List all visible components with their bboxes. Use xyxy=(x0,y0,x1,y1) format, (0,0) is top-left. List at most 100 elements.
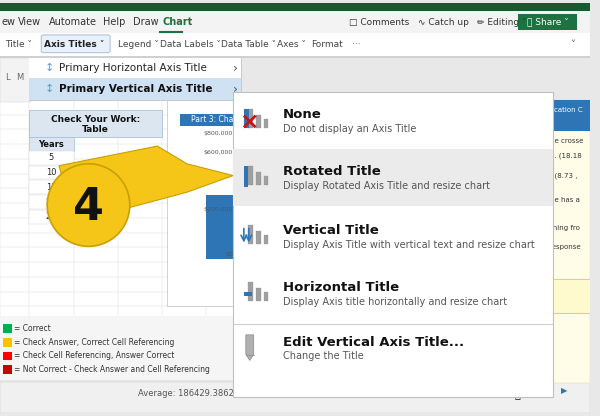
Text: ∿ Catch up: ∿ Catch up xyxy=(418,17,469,27)
Text: Data Table ˅: Data Table ˅ xyxy=(221,40,277,49)
Bar xyxy=(248,225,253,244)
Bar xyxy=(263,235,268,244)
Bar xyxy=(29,78,241,100)
Text: 4: 4 xyxy=(73,186,104,228)
FancyBboxPatch shape xyxy=(41,35,110,53)
Text: Part 3: Cha: Part 3: Cha xyxy=(191,115,233,124)
Text: ↕: ↕ xyxy=(44,84,53,94)
Text: response: response xyxy=(550,244,581,250)
Bar xyxy=(29,151,74,165)
Text: 25: 25 xyxy=(46,212,56,221)
Text: $0.00: $0.00 xyxy=(225,252,243,257)
Text: M: M xyxy=(16,73,23,82)
Text: 0: 0 xyxy=(241,260,245,265)
Text: Primary Vertical Axis Title: Primary Vertical Axis Title xyxy=(59,84,212,94)
Bar xyxy=(244,292,252,295)
Circle shape xyxy=(47,164,130,246)
Text: 10: 10 xyxy=(46,168,56,177)
Text: 75%: 75% xyxy=(482,389,500,399)
Text: 20: 20 xyxy=(46,198,56,207)
Text: Chart: Chart xyxy=(162,17,193,27)
Text: None: None xyxy=(283,108,322,121)
Text: Edit Vertical Axis Title...: Edit Vertical Axis Title... xyxy=(283,336,464,349)
Text: $600,000.00: $600,000.00 xyxy=(204,151,243,156)
Text: Horizontal Title: Horizontal Title xyxy=(283,281,400,294)
Bar xyxy=(548,100,590,383)
Bar xyxy=(180,114,246,126)
Text: 📍: 📍 xyxy=(514,389,520,399)
Bar xyxy=(0,100,241,375)
Text: = Check Cell Referencing, Answer Correct: = Check Cell Referencing, Answer Correct xyxy=(14,352,174,361)
Text: = Correct: = Correct xyxy=(14,324,50,333)
Text: 15: 15 xyxy=(46,183,56,192)
Bar xyxy=(0,57,31,102)
Text: = Check Answer, Correct Cell Referencing: = Check Answer, Correct Cell Referencing xyxy=(14,338,174,347)
Text: lication C: lication C xyxy=(550,106,582,113)
Text: Format: Format xyxy=(311,40,343,49)
Text: Years: Years xyxy=(38,140,64,149)
Bar xyxy=(29,210,74,224)
Text: ˅: ˅ xyxy=(571,40,575,50)
Text: ↕: ↕ xyxy=(44,63,53,73)
Text: Title ˅: Title ˅ xyxy=(5,40,32,49)
Text: ›: › xyxy=(233,62,238,75)
Text: thing fro: thing fro xyxy=(550,225,580,230)
Text: Display Axis title horizontally and resize chart: Display Axis title horizontally and resi… xyxy=(283,297,508,307)
Text: ew: ew xyxy=(2,17,16,27)
Bar xyxy=(233,149,553,206)
Bar xyxy=(29,57,241,100)
Bar xyxy=(206,195,236,259)
Text: Check Your Work:: Check Your Work: xyxy=(51,115,140,124)
Bar xyxy=(263,119,268,129)
Polygon shape xyxy=(59,146,233,220)
Bar xyxy=(0,3,590,11)
Bar xyxy=(0,382,590,413)
Bar xyxy=(29,195,74,209)
Text: Rotated Title: Rotated Title xyxy=(283,165,381,178)
Text: ne has a: ne has a xyxy=(550,197,580,203)
Text: Automate: Automate xyxy=(49,17,97,27)
Text: . (8.73 ,: . (8.73 , xyxy=(550,172,577,179)
Text: Change the Title: Change the Title xyxy=(283,352,364,362)
Bar xyxy=(256,287,260,302)
Bar xyxy=(29,110,162,137)
Bar xyxy=(248,109,253,129)
Text: Vertical Title: Vertical Title xyxy=(283,224,379,237)
Bar xyxy=(233,92,553,397)
Bar xyxy=(263,292,268,302)
Text: Data Labels ˅: Data Labels ˅ xyxy=(160,40,221,49)
Bar xyxy=(256,230,260,244)
Bar xyxy=(248,282,253,302)
Text: □ Comments: □ Comments xyxy=(349,17,409,27)
Bar xyxy=(548,279,590,313)
Text: $200,000.00: $200,000.00 xyxy=(204,208,243,213)
Bar xyxy=(0,316,244,380)
Bar xyxy=(256,114,260,129)
Bar xyxy=(3,352,12,360)
Bar xyxy=(0,33,590,57)
Text: Axes ˅: Axes ˅ xyxy=(277,40,306,49)
Text: ›: › xyxy=(233,82,238,96)
Bar xyxy=(244,166,248,187)
Text: $800,000.00: $800,000.00 xyxy=(204,131,243,136)
Bar xyxy=(3,324,12,333)
Text: ▶: ▶ xyxy=(560,386,567,395)
Bar xyxy=(29,181,74,194)
Text: Do not display an Axis Title: Do not display an Axis Title xyxy=(283,124,416,134)
Text: +: + xyxy=(502,389,509,399)
Bar xyxy=(518,14,577,30)
Bar xyxy=(29,57,241,78)
Text: Display Axis Title with vertical text and resize chart: Display Axis Title with vertical text an… xyxy=(283,240,535,250)
Bar xyxy=(29,166,74,179)
Bar xyxy=(256,172,260,186)
Text: Table: Table xyxy=(82,125,109,134)
Text: a. (18.18: a. (18.18 xyxy=(550,153,581,159)
Text: 5: 5 xyxy=(49,154,54,162)
Bar xyxy=(244,109,249,129)
Polygon shape xyxy=(246,335,254,360)
Text: ne crosse: ne crosse xyxy=(550,138,583,144)
Bar xyxy=(0,56,590,57)
Text: ···: ··· xyxy=(352,40,361,49)
Bar xyxy=(167,100,246,306)
Bar xyxy=(3,338,12,347)
